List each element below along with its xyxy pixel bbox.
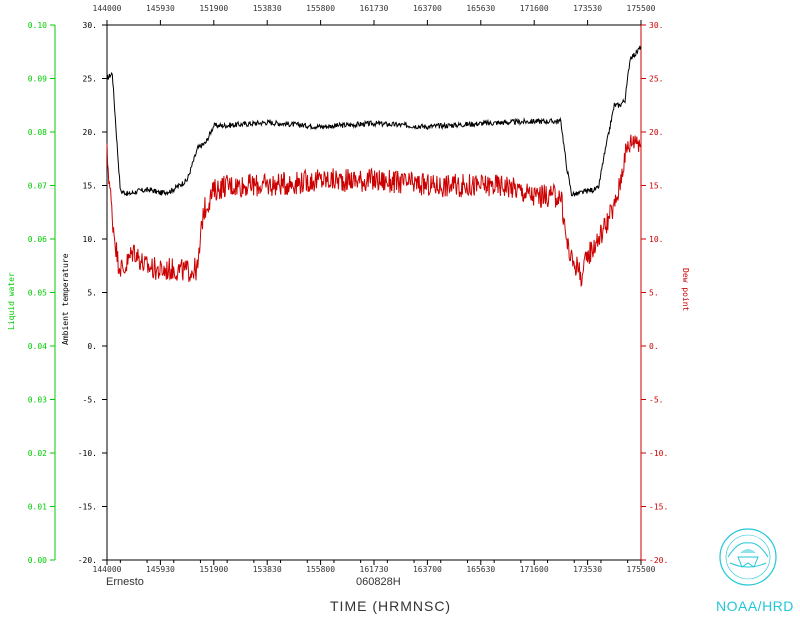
x-tick-label-bottom: 155800 — [306, 565, 335, 574]
dew-point-tick-label: 25. — [649, 75, 663, 84]
liquid-water-axis-label: Liquid water — [7, 272, 16, 330]
x-tick-label-top: 144000 — [93, 4, 122, 13]
x-tick-label-bottom: 161730 — [360, 565, 389, 574]
x-tick-label-bottom: 153830 — [253, 565, 282, 574]
ambient-temperature-tick-label: -20. — [78, 556, 97, 565]
x-tick-label-bottom: 151900 — [199, 565, 228, 574]
x-tick-label-top: 173530 — [573, 4, 602, 13]
x-tick-label-top: 163700 — [413, 4, 442, 13]
dew-point-tick-label: -20. — [649, 556, 668, 565]
ambient-temperature-tick-label: 15. — [83, 182, 97, 191]
ambient-temperature-tick-label: 25. — [83, 75, 97, 84]
dew-point-tick-label: 30. — [649, 21, 663, 30]
dew-point-tick-label: 0. — [649, 342, 659, 351]
ambient-temperature-line — [106, 45, 642, 197]
x-tick-label-bottom: 171600 — [520, 565, 549, 574]
x-tick-label-bottom: 165630 — [466, 565, 495, 574]
ambient-temperature-tick-label: 5. — [87, 289, 97, 298]
x-tick-label-top: 165630 — [466, 4, 495, 13]
dew-point-tick-label: 15. — [649, 182, 663, 191]
liquid-water-tick-label: 0.09 — [28, 75, 47, 84]
series-layer — [106, 45, 642, 287]
dew-point-tick-label: -15. — [649, 503, 668, 512]
liquid-water-tick-label: 0.02 — [28, 449, 47, 458]
liquid-water-tick-label: 0.06 — [28, 235, 47, 244]
x-tick-label-bottom: 145930 — [146, 565, 175, 574]
x-tick-label-top: 175500 — [627, 4, 656, 13]
dew-point-tick-label: -10. — [649, 449, 668, 458]
dew-point-axis-label: Dew point — [681, 268, 690, 312]
ambient-temperature-tick-label: 20. — [83, 128, 97, 137]
x-tick-label-top: 151900 — [199, 4, 228, 13]
x-tick-label-bottom: 144000 — [93, 565, 122, 574]
liquid-water-tick-label: 0.10 — [28, 21, 47, 30]
x-axis-label: TIME (HRMNSC) — [330, 598, 452, 614]
axes-layer: 144000 144000 145930 145930 151900 151900 1538… — [28, 4, 669, 574]
x-tick-label-top: 155800 — [306, 4, 335, 13]
x-tick-label-top: 153830 — [253, 4, 282, 13]
ambient-temperature-tick-label: 0. — [87, 342, 97, 351]
plot-frame — [106, 24, 642, 561]
dew-point-tick-label: 20. — [649, 128, 663, 137]
ambient-temperature-tick-label: 30. — [83, 21, 97, 30]
x-tick-label-top: 161730 — [360, 4, 389, 13]
storm-name: Ernesto — [106, 576, 144, 588]
liquid-water-tick-label: 0.00 — [28, 556, 47, 565]
dew-point-tick-label: -5. — [649, 396, 663, 405]
dew-point-tick-label: 10. — [649, 235, 663, 244]
liquid-water-tick-label: 0.05 — [28, 289, 47, 298]
x-tick-label-bottom: 173530 — [573, 565, 602, 574]
liquid-water-tick-label: 0.07 — [28, 182, 47, 191]
x-tick-label-top: 171600 — [520, 4, 549, 13]
agency-label: NOAA/HRD — [716, 598, 794, 614]
ambient-temperature-axis-label: Ambient temperature — [61, 253, 70, 345]
liquid-water-tick-label: 0.01 — [28, 503, 47, 512]
liquid-water-tick-label: 0.04 — [28, 342, 47, 351]
ambient-temperature-tick-label: -15. — [78, 503, 97, 512]
x-tick-label-bottom: 175500 — [627, 565, 656, 574]
date-label: 060828H — [356, 576, 401, 588]
ambient-temperature-tick-label: -5. — [83, 396, 97, 405]
liquid-water-tick-label: 0.03 — [28, 396, 47, 405]
noaa-logo-icon — [719, 528, 777, 586]
dew-point-line — [106, 134, 642, 287]
ambient-temperature-tick-label: -10. — [78, 449, 97, 458]
x-tick-label-top: 145930 — [146, 4, 175, 13]
ambient-temperature-tick-label: 10. — [83, 235, 97, 244]
liquid-water-tick-label: 0.08 — [28, 128, 47, 137]
x-tick-label-bottom: 163700 — [413, 565, 442, 574]
dew-point-tick-label: 5. — [649, 289, 659, 298]
